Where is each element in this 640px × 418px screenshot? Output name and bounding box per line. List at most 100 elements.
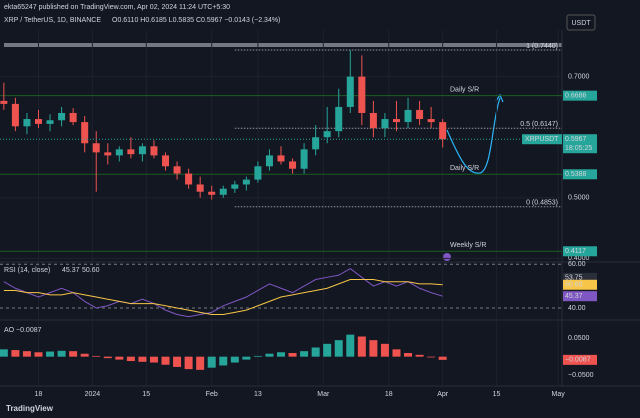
ao-value-tag-bg (563, 354, 597, 365)
ao-bar (161, 356, 170, 365)
y-tick-label: 0.7000 (568, 73, 590, 80)
symbol-tag-bg (522, 134, 562, 145)
ao-bar (415, 354, 424, 357)
candle-body (381, 119, 389, 129)
last-price: 0.5967 (565, 136, 587, 143)
candle-body (196, 184, 204, 192)
ao-bar (22, 351, 31, 357)
symbol-tag: XRPUSDT (525, 136, 559, 143)
ao-bar (369, 340, 378, 357)
candle-body (231, 184, 239, 189)
x-tick-label: 15 (142, 391, 150, 398)
ao-bar (253, 355, 262, 357)
x-tick-label: Feb (206, 391, 218, 398)
candle-body (277, 155, 285, 162)
candle-body (0, 100, 8, 104)
ao-bar (138, 356, 147, 362)
fib-label: 0.5 (0.6147) (520, 121, 558, 128)
y-tick-label: 0.5000 (568, 195, 590, 202)
candle-body (369, 112, 377, 129)
x-tick-label: 13 (254, 391, 262, 398)
rsi-title: RSI (14, close) (4, 267, 50, 274)
candle-body (162, 155, 170, 167)
x-tick-label: May (552, 391, 566, 398)
ao-bar (184, 356, 193, 370)
sr-price-tag-bg (563, 169, 597, 180)
candle-body (416, 109, 424, 120)
ao-title: AO (4, 327, 15, 334)
candle-body (115, 149, 123, 156)
candle-body (23, 119, 31, 127)
x-tick-label: Apr (437, 391, 449, 398)
candle-body (92, 143, 100, 153)
projection-arrow (446, 97, 501, 174)
ao-bar (346, 334, 355, 357)
candle-body (69, 112, 77, 123)
rsi-legend: 50.60 (82, 267, 100, 274)
rsi-line (3, 279, 443, 316)
ao-bar (0, 349, 8, 357)
ao-bar (11, 350, 20, 357)
rsi-value-tag: 50.60 (565, 282, 583, 289)
candle-body (34, 119, 42, 124)
ao-bar (277, 352, 285, 357)
candle-body (300, 149, 308, 169)
candle-body (138, 146, 146, 155)
y-tick-label: −0.0500 (568, 372, 594, 379)
candle-body (127, 149, 135, 155)
x-tick-label: 15 (493, 391, 501, 398)
event-icon[interactable] (443, 253, 451, 261)
rsi-value-tag-bg (563, 291, 597, 302)
ao-bar (392, 349, 401, 357)
candle-body (346, 76, 354, 107)
currency[interactable]: USDT (571, 20, 591, 27)
rsi-band-tag-bg (563, 272, 597, 283)
y-tick-label: 0.0500 (568, 335, 590, 342)
ao-bar (265, 353, 274, 357)
candle-body (392, 119, 400, 123)
top-band (4, 43, 562, 47)
ao-bar (427, 356, 436, 358)
candle-body (265, 155, 273, 167)
sr-note: Weekly S/R (450, 242, 486, 249)
rsi-value-tag-bg (563, 279, 597, 290)
y-tick-label: 0.4000 (568, 255, 590, 262)
candle-body (150, 146, 158, 156)
ao-bar (80, 353, 89, 357)
ao-bar (149, 356, 158, 363)
ao-bar (34, 352, 43, 357)
last-price-bg (563, 134, 597, 154)
sr-note: Daily S/R (450, 87, 479, 94)
ao-bar (288, 353, 297, 357)
candle-body (208, 191, 216, 195)
ao-bar (404, 353, 413, 357)
y-tick-label: 40.00 (568, 305, 586, 312)
candle-body (404, 109, 412, 123)
candle-body (439, 122, 447, 140)
rsi-band-tag: 53.75 (565, 275, 583, 282)
candle-body (58, 112, 66, 121)
candle-body (335, 106, 343, 132)
ao-bar (46, 351, 55, 357)
candle-body (289, 161, 297, 169)
countdown: 18:05:25 (565, 145, 592, 152)
ao-bar (126, 356, 135, 362)
candle-body (11, 103, 19, 127)
currency-box[interactable] (566, 14, 596, 31)
brand: TradingView (6, 404, 54, 413)
candle-body (81, 122, 89, 144)
ao-bar (438, 356, 447, 360)
symbol-title: XRP / TetherUS, 1D, BINANCE (4, 17, 101, 24)
candle-body (242, 179, 250, 185)
candle-body (323, 131, 331, 138)
candle-body (185, 173, 193, 185)
candle-body (46, 120, 54, 124)
ao-bar (311, 347, 320, 357)
ao-bar (92, 355, 101, 357)
ao-bar (230, 356, 239, 363)
fib-label: 0 (0.4853) (526, 200, 558, 207)
ao-bar (357, 336, 366, 357)
sr-price-tag: 0.5388 (565, 171, 587, 178)
